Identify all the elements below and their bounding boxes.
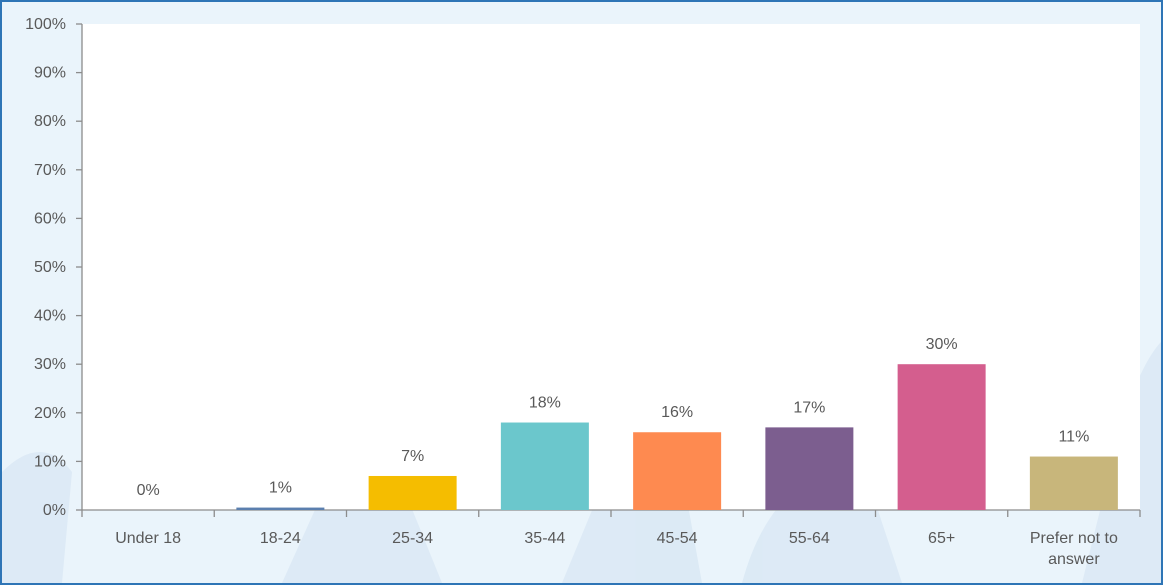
category-label-line: 18-24 (260, 530, 301, 547)
data-label: 7% (401, 448, 424, 465)
y-tick-label: 100% (25, 16, 66, 33)
bar (368, 475, 457, 510)
bar (500, 422, 589, 510)
data-label: 17% (793, 399, 825, 416)
category-label-line: answer (1048, 551, 1100, 568)
data-label: 1% (269, 480, 292, 497)
category-label: 35-44 (524, 530, 565, 547)
data-labels: 0% 1% 7% 18% 16% 17% 30% 11% (137, 336, 1090, 499)
category-label-line: 45-54 (657, 530, 698, 547)
bar (236, 507, 325, 510)
y-tick-label: 70% (34, 162, 66, 179)
y-tick-label: 90% (34, 65, 66, 82)
category-label-line: Prefer not to (1030, 530, 1118, 547)
y-tick-label: 30% (34, 356, 66, 373)
bar (1029, 456, 1118, 510)
category-label: 65+ (928, 530, 955, 547)
category-label: 55-64 (789, 530, 830, 547)
y-tick-label: 20% (34, 405, 66, 422)
x-axis: Under 18 18-24 25-34 35-44 45-54 55-64 65+ Pref… (81, 509, 1141, 568)
data-label: 16% (661, 404, 693, 421)
category-label: Under 18 (115, 530, 181, 547)
category-label-line: 65+ (928, 530, 955, 547)
y-tick-label: 60% (34, 210, 66, 227)
data-label: 18% (529, 395, 561, 412)
category-label-line: 55-64 (789, 530, 830, 547)
category-label-line: 35-44 (524, 530, 565, 547)
y-axis: 0% 10% 20% 30% 40% 50% 60% 70% 80% 90% 100% (25, 16, 83, 519)
category-label-line: 25-34 (392, 530, 433, 547)
category-label: Prefer not to answer (1030, 530, 1118, 568)
y-tick-label: 40% (34, 308, 66, 325)
bar (633, 432, 722, 510)
data-label: 0% (137, 482, 160, 499)
category-label: 18-24 (260, 530, 301, 547)
bar (765, 427, 854, 510)
data-label: 30% (926, 336, 958, 353)
category-label: 25-34 (392, 530, 433, 547)
y-tick-label: 10% (34, 453, 66, 470)
category-label: 45-54 (657, 530, 698, 547)
bar-series (236, 364, 1118, 510)
y-tick-label: 80% (34, 113, 66, 130)
y-tick-label: 0% (43, 502, 66, 519)
category-label-line: Under 18 (115, 530, 181, 547)
data-label: 11% (1058, 429, 1089, 446)
bar (897, 364, 986, 510)
y-tick-label: 50% (34, 259, 66, 276)
